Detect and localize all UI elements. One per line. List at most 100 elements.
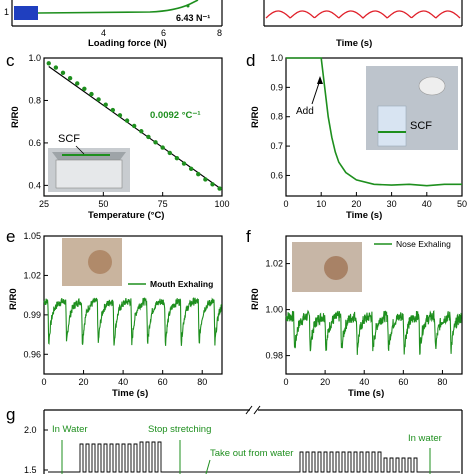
panel-g-ytick: 2.0 bbox=[24, 425, 37, 435]
data-point bbox=[217, 186, 222, 191]
y-tick-label: 1.0 bbox=[270, 53, 283, 63]
panel-a-curve bbox=[37, 0, 199, 14]
panel-a-xtick: 8 bbox=[217, 28, 222, 38]
data-point bbox=[89, 91, 94, 97]
data-point bbox=[146, 134, 151, 140]
y-tick-label: 1.0 bbox=[28, 53, 41, 63]
panel-d-frame bbox=[285, 57, 463, 197]
x-tick-label: 20 bbox=[320, 377, 330, 387]
x-tick-label: 0 bbox=[283, 199, 288, 209]
panel-g-ytick: 1.5 bbox=[24, 465, 37, 474]
x-tick-label: 40 bbox=[118, 377, 128, 387]
x-tick-label: 80 bbox=[197, 377, 207, 387]
panel-c-label: c bbox=[6, 51, 15, 70]
panel-e: e 0 20 40 60 80 0.96 0.99 1.02 1.05 R/R0 Time (s… bbox=[6, 227, 223, 399]
panel-d-series-line bbox=[286, 57, 462, 187]
panel-f-ylabel: R/R0 bbox=[250, 288, 261, 310]
y-tick-label: 0.98 bbox=[265, 351, 283, 361]
y-tick-label: 0.6 bbox=[270, 170, 283, 180]
panel-d-label: d bbox=[246, 51, 255, 70]
panel-c-ylabel: R/R0 bbox=[10, 106, 21, 128]
panel-d-ticks: 0 10 20 30 40 50 0.6 0.7 0.8 0.9 1.0 bbox=[270, 53, 467, 209]
x-tick-label: 75 bbox=[158, 199, 168, 209]
y-tick-label: 0.9 bbox=[270, 82, 283, 92]
data-point bbox=[139, 129, 144, 134]
data-point bbox=[53, 65, 59, 70]
y-tick-label: 1.05 bbox=[23, 231, 41, 241]
panel-g-axis-break bbox=[253, 405, 261, 415]
panel-g-label: g bbox=[6, 405, 15, 424]
x-tick-label: 40 bbox=[422, 199, 432, 209]
panel-d-inset-teapot bbox=[418, 76, 446, 96]
panel-c-inset: SCF bbox=[48, 133, 130, 192]
x-tick-label: 60 bbox=[398, 377, 408, 387]
panel-c-frame bbox=[43, 57, 223, 197]
panel-d-xlabel: Time (s) bbox=[346, 210, 382, 221]
y-tick-label: 1.02 bbox=[265, 259, 283, 269]
panel-c-ticks: 25 50 75 100 0.4 0.6 0.8 1.0 bbox=[28, 53, 229, 209]
panel-a-ytick: 1 bbox=[4, 7, 9, 17]
y-tick-label: 1.02 bbox=[23, 270, 41, 280]
panel-e-frame bbox=[43, 235, 223, 375]
panel-e-ticks: 0 20 40 60 80 0.96 0.99 1.02 1.05 bbox=[23, 231, 207, 387]
panel-a-blue-region bbox=[14, 6, 38, 20]
data-point bbox=[60, 70, 66, 76]
data-point bbox=[117, 113, 123, 118]
data-point bbox=[67, 75, 73, 81]
panel-f-legend-label: Nose Exhaling bbox=[396, 239, 451, 249]
data-point bbox=[174, 156, 180, 161]
data-point bbox=[96, 97, 101, 102]
data-point bbox=[167, 150, 172, 156]
panel-g-annotation-take-out: Take out from water bbox=[210, 448, 293, 459]
panel-e-legend-label: Mouth Exhaling bbox=[150, 279, 213, 289]
panel-g-annotation-in-water: In Water bbox=[52, 424, 88, 435]
panel-f-label: f bbox=[246, 227, 251, 246]
panel-a-xlabel: Loading force (N) bbox=[88, 38, 167, 49]
panel-b: Time (s) bbox=[263, 0, 463, 49]
panel-f: f 0 20 40 60 80 0.98 1.00 1.02 R/R0 Time (s) No… bbox=[246, 227, 463, 399]
y-tick-label: 0.99 bbox=[23, 310, 41, 320]
panel-g-annotation-stop-stretching: Stop stretching bbox=[148, 424, 211, 435]
x-tick-label: 100 bbox=[214, 199, 229, 209]
panel-d-inset-cup bbox=[377, 105, 407, 147]
y-tick-label: 0.7 bbox=[270, 141, 283, 151]
x-tick-label: 20 bbox=[351, 199, 361, 209]
y-tick-label: 1.00 bbox=[265, 305, 283, 315]
panel-a-xtick: 6 bbox=[161, 28, 166, 38]
panel-g-axis-break bbox=[245, 405, 253, 415]
data-point bbox=[210, 182, 215, 187]
x-tick-label: 40 bbox=[359, 377, 369, 387]
panel-e-inset-face bbox=[88, 250, 112, 274]
data-point bbox=[196, 171, 201, 177]
data-point bbox=[75, 81, 80, 86]
data-point bbox=[181, 161, 187, 166]
panel-c-data-points bbox=[46, 61, 222, 191]
data-point bbox=[124, 118, 130, 123]
panel-a-xtick: 4 bbox=[101, 28, 106, 38]
y-tick-label: 0.8 bbox=[270, 112, 283, 122]
panel-e-xlabel: Time (s) bbox=[112, 388, 148, 399]
y-tick-label: 0.96 bbox=[23, 349, 41, 359]
x-tick-label: 80 bbox=[437, 377, 447, 387]
x-tick-label: 20 bbox=[79, 377, 89, 387]
y-tick-label: 0.4 bbox=[28, 180, 41, 190]
panel-c-inset-device bbox=[55, 159, 123, 189]
panel-d-inset-label: SCF bbox=[410, 120, 432, 132]
panel-f-frame bbox=[285, 235, 463, 375]
panel-a-point bbox=[186, 4, 190, 8]
data-point bbox=[46, 61, 51, 66]
data-point bbox=[153, 140, 158, 145]
x-tick-label: 10 bbox=[316, 199, 326, 209]
panel-d-inset: SCF bbox=[366, 66, 458, 150]
y-tick-label: 0.8 bbox=[28, 95, 41, 105]
panel-e-series-line bbox=[43, 297, 223, 346]
panel-c-inset-label: SCF bbox=[58, 133, 80, 145]
panel-e-label: e bbox=[6, 227, 15, 246]
x-tick-label: 0 bbox=[283, 377, 288, 387]
x-tick-label: 60 bbox=[158, 377, 168, 387]
panel-g-series-line bbox=[48, 441, 460, 473]
data-point bbox=[103, 102, 108, 107]
panel-e-ylabel: R/R0 bbox=[8, 288, 19, 310]
panel-a: 1 4 6 8 Loading force (N) 6.43 N⁻¹ bbox=[4, 0, 223, 49]
